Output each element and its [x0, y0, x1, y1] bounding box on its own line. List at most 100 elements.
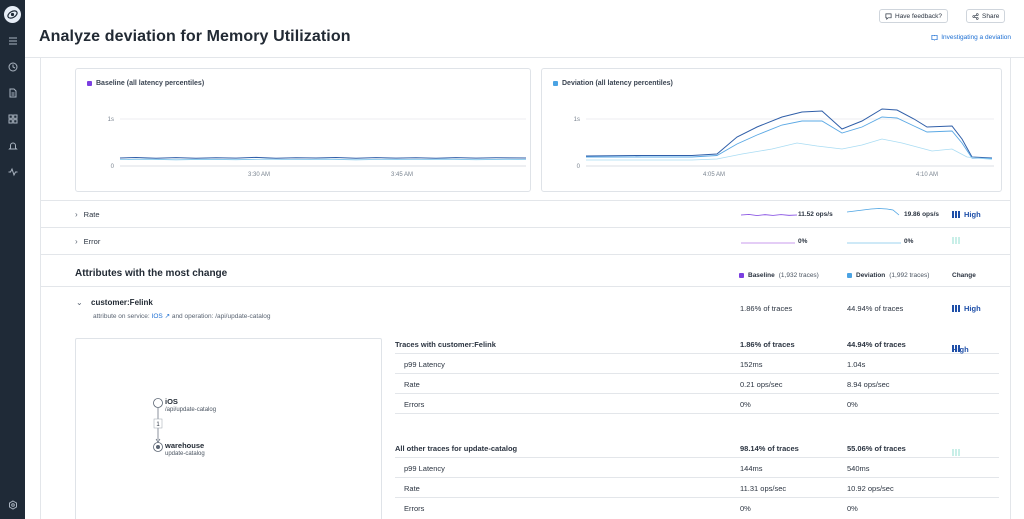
deviation-x-tick-1: 4:05 AM [703, 172, 725, 178]
deviation-series-p99 [585, 108, 993, 159]
deviation-count: (1,992 traces) [889, 272, 930, 279]
service-graph: 1 iOS /api/update-catalog warehouse upda… [75, 338, 382, 519]
table-row: p99 Latency 144ms 540ms [395, 458, 999, 478]
baseline-chart: Baseline (all latency percentiles) 1s 0 … [75, 68, 531, 192]
baseline-plot: 1s 0 3:30 AM 3:45 AM [108, 117, 527, 178]
deviation-y-tick-1s: 1s [574, 117, 580, 123]
row-baseline: 152ms [740, 360, 763, 369]
edge-count: 1 [156, 422, 160, 428]
table-row: Rate 11.31 ops/sec 10.92 ops/sec [395, 478, 999, 498]
share-icon [972, 12, 979, 20]
deviation-column-header: Deviation (1,992 traces) [847, 272, 929, 279]
error-label: Error [83, 237, 101, 246]
table-row: p99 Latency 152ms 1.04s [395, 354, 999, 374]
sidebar [0, 0, 25, 519]
node-ios-operation: /api/update-catalog [165, 407, 217, 413]
node-warehouse-name[interactable]: warehouse [165, 441, 205, 450]
attributes-title: Attributes with the most change [75, 268, 228, 279]
rate-change: High [952, 210, 981, 219]
deviation-legend-label: Deviation (all latency percentiles) [562, 80, 673, 87]
rate-deviation-value: 19.86 ops/s [904, 211, 940, 218]
table-row: Errors 0% 0% [395, 394, 999, 414]
activity-icon[interactable] [6, 165, 19, 178]
logo-icon[interactable] [4, 6, 21, 23]
dashboard-icon[interactable] [6, 112, 19, 125]
deviation-series-p50 [586, 138, 993, 161]
table-row: Errors 0% 0% [395, 498, 999, 518]
rate-baseline-sparkline [741, 214, 797, 216]
row-label: Errors [404, 504, 425, 513]
error-row[interactable]: › Error 0% 0% [41, 227, 1010, 254]
low-bars-icon [952, 237, 960, 244]
clock-icon[interactable] [6, 60, 19, 73]
node-ios-name[interactable]: iOS [165, 397, 178, 406]
chat-icon [885, 13, 892, 20]
table-group-header: All other traces for update-catalog 98.1… [395, 438, 999, 458]
service-graph-edges: 1 [153, 398, 163, 452]
row-deviation: 8.94 ops/sec [847, 380, 890, 389]
main-content: Baseline (all latency percentiles) 1s 0 … [40, 58, 1011, 519]
row-baseline: 0% [740, 400, 751, 409]
attribute-change-label: High [964, 304, 981, 313]
high-bars-icon [952, 305, 960, 312]
low-bars-icon [952, 449, 960, 456]
row-deviation: 0% [847, 400, 858, 409]
group-deviation: 44.94% of traces [847, 340, 906, 349]
document-icon[interactable] [6, 86, 19, 99]
deviation-x-tick-2: 4:10 AM [916, 172, 938, 178]
row-deviation: 540ms [847, 464, 870, 473]
baseline-head-label: Baseline [748, 272, 775, 279]
baseline-series-light [119, 158, 527, 161]
row-deviation: 0% [847, 504, 858, 513]
group-title: Traces with customer:Felink [395, 340, 496, 349]
row-label: p99 Latency [404, 464, 445, 473]
attribute-sub-mid: and operation: [171, 313, 214, 320]
deviation-series-p90 [586, 116, 993, 159]
chevron-right-icon[interactable]: › [75, 210, 78, 219]
bell-icon[interactable] [6, 139, 19, 152]
rate-change-label: High [964, 210, 981, 219]
deviation-head-label: Deviation [856, 272, 886, 279]
share-button[interactable]: Share [966, 9, 1006, 23]
group-baseline: 1.86% of traces [740, 340, 795, 349]
row-baseline: 0% [740, 504, 751, 513]
baseline-column-header: Baseline (1,932 traces) [739, 272, 819, 279]
row-label: p99 Latency [404, 360, 445, 369]
row-label: Errors [404, 400, 425, 409]
service-link[interactable]: IOS [151, 313, 163, 320]
deviation-chart: Deviation (all latency percentiles) 1s 0… [541, 68, 1002, 192]
divider [41, 254, 1010, 255]
baseline-y-tick-1s: 1s [108, 117, 114, 123]
group-change-label: High [952, 345, 969, 354]
baseline-x-tick-2: 3:45 AM [391, 172, 413, 178]
change-head-label: Change [952, 272, 976, 279]
divider [41, 286, 1010, 287]
page-title: Analyze deviation for Memory Utilization [39, 28, 351, 45]
node-warehouse-operation: update-catalog [165, 451, 205, 457]
external-link-icon[interactable]: ↗ [164, 313, 171, 320]
attribute-change: High [952, 304, 981, 313]
chevron-down-icon[interactable]: ⌄ [76, 298, 83, 307]
baseline-count: (1,932 traces) [778, 272, 819, 279]
change-column-header: Change [952, 272, 976, 279]
feedback-button[interactable]: Have feedback? [879, 9, 948, 23]
rate-row[interactable]: › Rate 11.52 ops/s 19.86 ops/s High [41, 200, 1010, 227]
deviation-plot: 1s 0 4:05 AM 4:10 AM [574, 108, 994, 178]
group-deviation: 55.06% of traces [847, 444, 906, 453]
investigating-label: Investigating a deviation [941, 34, 1011, 41]
attribute-name[interactable]: customer:Felink [91, 298, 153, 307]
high-bars-icon [952, 211, 960, 218]
menu-icon[interactable] [6, 34, 19, 47]
attribute-deviation: 44.94% of traces [847, 304, 904, 313]
share-label: Share [982, 12, 1000, 20]
row-deviation: 1.04s [847, 360, 866, 369]
error-baseline-sparkline [741, 242, 795, 244]
investigating-link[interactable]: Investigating a deviation [931, 34, 1011, 41]
baseline-legend-label: Baseline (all latency percentiles) [96, 80, 205, 87]
chevron-right-icon[interactable]: › [75, 237, 78, 246]
attribute-sub-prefix: attribute on service: [93, 313, 150, 320]
row-baseline: 144ms [740, 464, 763, 473]
baseline-swatch [87, 81, 92, 86]
page-header: Analyze deviation for Memory Utilization… [25, 0, 1024, 58]
settings-icon[interactable] [6, 498, 19, 511]
